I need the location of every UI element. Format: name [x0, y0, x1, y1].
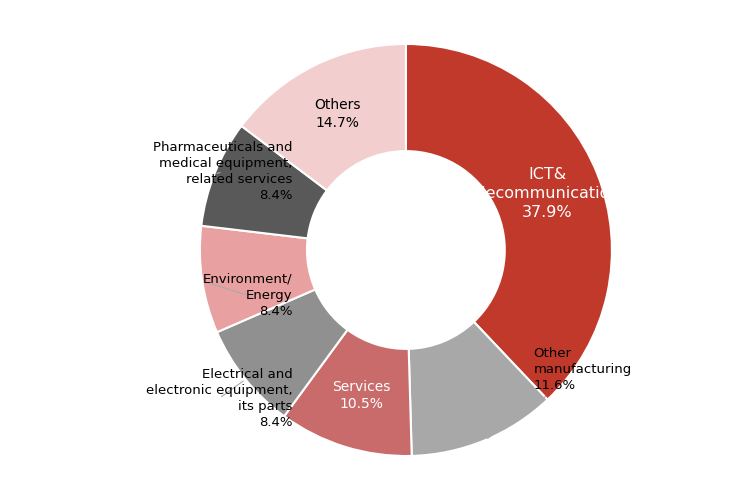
Text: Others
14.7%: Others 14.7%	[314, 98, 360, 130]
Text: Environment/
Energy
8.4%: Environment/ Energy 8.4%	[203, 273, 292, 318]
Text: Services
10.5%: Services 10.5%	[332, 380, 390, 412]
Wedge shape	[200, 226, 315, 332]
Wedge shape	[242, 44, 406, 191]
Wedge shape	[201, 126, 327, 238]
Text: ICT&
telecommunications
37.9%: ICT& telecommunications 37.9%	[466, 168, 629, 220]
Text: Electrical and
electronic equipment,
its parts
8.4%: Electrical and electronic equipment, its…	[146, 368, 292, 429]
Wedge shape	[406, 44, 612, 400]
Wedge shape	[409, 322, 548, 456]
Text: Other
manufacturing
11.6%: Other manufacturing 11.6%	[488, 347, 632, 438]
Wedge shape	[284, 330, 412, 456]
Text: Pharmaceuticals and
medical equipment,
related services
8.4%: Pharmaceuticals and medical equipment, r…	[153, 141, 292, 202]
Wedge shape	[217, 290, 347, 416]
